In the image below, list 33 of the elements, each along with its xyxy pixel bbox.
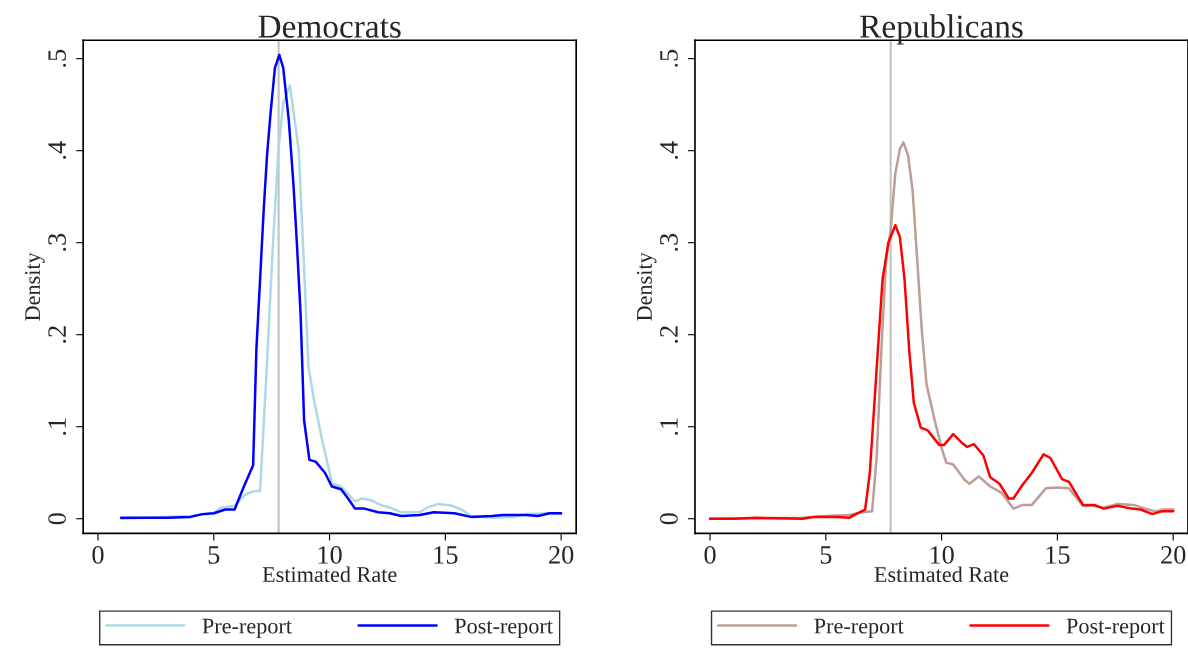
y-tick-label: .3 bbox=[660, 233, 678, 251]
x-tick-label: 5 bbox=[208, 546, 220, 564]
chart-title: Republicans bbox=[860, 14, 1023, 45]
y-tick-label: .3 bbox=[48, 233, 67, 251]
chart-title: Democrats bbox=[258, 15, 401, 38]
y-tick-label: 0 bbox=[48, 513, 66, 525]
y-tick-label: 0 bbox=[660, 513, 678, 525]
x-tick-label: 5 bbox=[820, 546, 832, 564]
x-tick-label: 0 bbox=[92, 546, 104, 564]
x-axis-title: Estimated Rate bbox=[262, 566, 397, 583]
legend-label: Pre-report bbox=[814, 618, 904, 639]
line-series bbox=[708, 223, 1175, 520]
legend-label: Post-report bbox=[1066, 618, 1165, 639]
y-tick-label: .2 bbox=[48, 326, 67, 343]
y-tick-label: .1 bbox=[660, 418, 678, 435]
y-tick-label: .4 bbox=[660, 141, 678, 159]
y-axis-title: Density bbox=[25, 252, 45, 321]
y-tick-label: .1 bbox=[48, 418, 67, 435]
y-tick-label: .4 bbox=[48, 141, 67, 159]
x-tick-label: 15 bbox=[434, 546, 458, 564]
x-axis-title: Estimated Rate bbox=[874, 566, 1009, 583]
y-axis-title: Density bbox=[636, 252, 657, 321]
x-tick-label: 20 bbox=[549, 546, 574, 564]
legend-label: Pre-report bbox=[202, 618, 292, 639]
y-tick-label: .2 bbox=[660, 326, 678, 343]
x-tick-label: 10 bbox=[318, 546, 342, 564]
y-tick-label: .5 bbox=[48, 49, 67, 67]
x-tick-label: 10 bbox=[930, 546, 954, 564]
x-tick-label: 15 bbox=[1046, 546, 1070, 564]
y-tick-label: .5 bbox=[660, 49, 678, 67]
legend-label: Post-report bbox=[454, 618, 553, 639]
x-tick-label: 0 bbox=[704, 546, 716, 564]
x-tick-label: 20 bbox=[1161, 546, 1186, 564]
